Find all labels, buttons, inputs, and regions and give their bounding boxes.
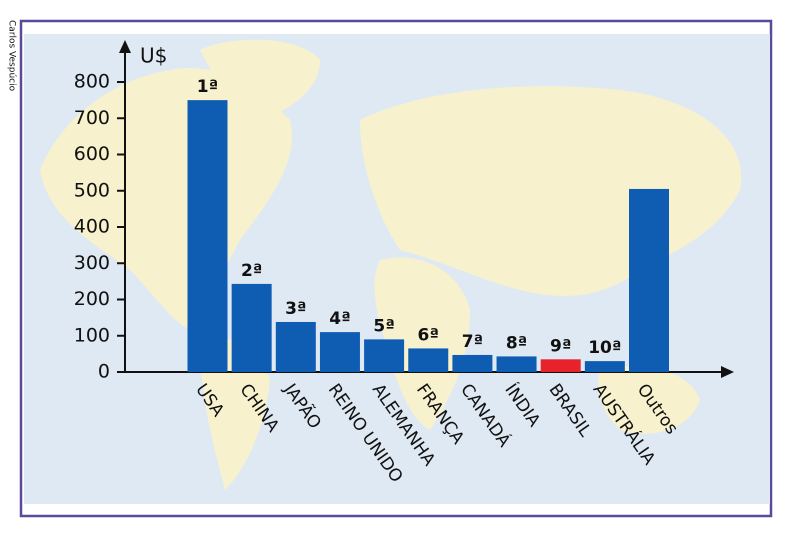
- bar: [584, 361, 625, 372]
- bar: [452, 354, 493, 372]
- y-tick-label: 600: [74, 143, 110, 165]
- bar: [540, 359, 581, 372]
- rank-label: 4ª: [329, 309, 350, 329]
- rank-label: 5ª: [373, 316, 394, 336]
- y-tick-label: 200: [74, 288, 110, 310]
- bar: [231, 283, 272, 372]
- rank-label: 8ª: [506, 333, 527, 353]
- rank-label: 9ª: [550, 336, 571, 356]
- bar: [319, 332, 360, 372]
- x-arrow: [721, 366, 734, 378]
- rank-label: 6ª: [418, 325, 439, 345]
- y-tick-label: 800: [74, 71, 110, 93]
- bar: [275, 321, 316, 372]
- rank-label: 1ª: [197, 77, 218, 97]
- bar: [408, 348, 449, 372]
- rank-label: 7ª: [462, 332, 483, 352]
- y-tick-label: 500: [74, 179, 110, 201]
- rank-label: 2ª: [241, 261, 262, 281]
- rank-label: 10ª: [588, 338, 621, 358]
- y-tick-label: 300: [74, 252, 110, 274]
- bar: [629, 188, 669, 372]
- bar: [364, 339, 405, 372]
- y-tick-label: 700: [74, 107, 110, 129]
- y-tick-label: 100: [74, 324, 110, 346]
- rank-label: 3ª: [285, 299, 306, 319]
- bar: [496, 356, 537, 372]
- y-arrow: [119, 40, 131, 53]
- y-tick-label: 400: [74, 216, 110, 238]
- y-tick-label: 0: [98, 361, 110, 383]
- y-axis-label: U$: [140, 44, 167, 68]
- bar: [187, 100, 228, 372]
- credit: Carlos Vespúcio: [7, 20, 17, 92]
